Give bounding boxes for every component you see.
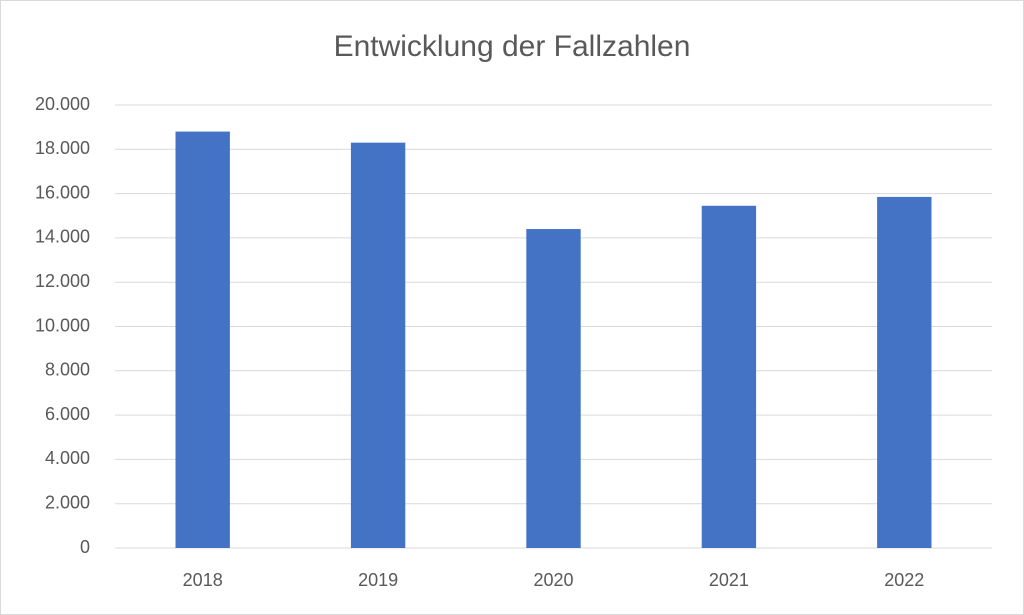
- bar: [175, 131, 230, 548]
- y-tick-label: 18.000: [35, 138, 90, 158]
- y-tick-label: 12.000: [35, 271, 90, 291]
- bar: [350, 142, 406, 548]
- y-tick-label: 10.000: [35, 315, 90, 335]
- y-tick-label: 20.000: [35, 94, 90, 114]
- y-tick-label: 8.000: [45, 360, 90, 380]
- chart-title: Entwicklung der Fallzahlen: [334, 30, 691, 63]
- x-tick-label: 2018: [183, 570, 223, 590]
- y-tick-label: 14.000: [35, 227, 90, 247]
- x-tick-label: 2022: [884, 570, 924, 590]
- x-tick-label: 2020: [533, 570, 573, 590]
- y-tick-label: 0: [80, 537, 90, 557]
- x-tick-label: 2019: [358, 570, 398, 590]
- y-tick-label: 6.000: [45, 404, 90, 424]
- x-tick-label: 2021: [709, 570, 749, 590]
- bar: [526, 229, 581, 549]
- y-tick-label: 16.000: [35, 182, 90, 202]
- y-tick-label: 2.000: [45, 492, 90, 512]
- y-tick-label: 4.000: [45, 448, 90, 468]
- bar: [701, 205, 757, 548]
- bar: [877, 196, 932, 549]
